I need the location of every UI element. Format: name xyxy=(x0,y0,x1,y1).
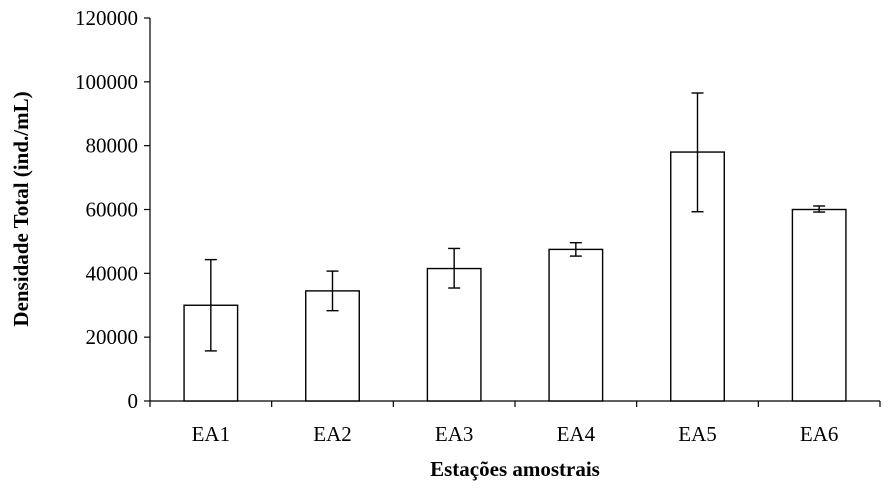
y-tick-label: 60000 xyxy=(86,198,139,222)
y-tick-label: 20000 xyxy=(86,325,139,349)
error-bar-ea5 xyxy=(691,92,704,213)
x-tick-label: EA3 xyxy=(435,422,474,446)
y-tick-label: 100000 xyxy=(75,70,138,94)
x-tick-label: EA2 xyxy=(313,422,352,446)
error-bar-ea2 xyxy=(326,270,339,312)
bar-ea4 xyxy=(548,248,604,402)
x-axis-title: Estações amostrais xyxy=(430,457,600,481)
x-tick-label: EA1 xyxy=(192,422,231,446)
y-tick-labels: 0 20000 40000 60000 80000 100000 120000 xyxy=(75,6,138,413)
bar-ea6 xyxy=(791,208,847,402)
error-bar-ea1 xyxy=(204,258,217,352)
bar-ea1 xyxy=(183,304,239,402)
error-bars xyxy=(204,92,826,352)
axes xyxy=(149,18,880,402)
y-tick-label: 40000 xyxy=(86,261,139,285)
y-axis-title: Densidade Total (ind./mL) xyxy=(9,91,33,326)
bars xyxy=(183,151,847,402)
bar-ea3 xyxy=(426,267,482,402)
x-tick-label: EA5 xyxy=(678,422,717,446)
error-bar-ea3 xyxy=(448,247,461,289)
y-axis-ticks xyxy=(144,17,150,402)
x-tick-label: EA6 xyxy=(800,422,839,446)
y-tick-label: 120000 xyxy=(75,6,138,30)
x-tick-label: EA4 xyxy=(557,422,596,446)
error-bar-ea4 xyxy=(569,241,582,257)
x-tick-labels: EA1 EA2 EA3 EA4 EA5 EA6 xyxy=(192,422,839,446)
y-tick-label: 0 xyxy=(128,389,139,413)
x-axis-ticks xyxy=(149,401,881,407)
y-tick-label: 80000 xyxy=(86,134,139,158)
error-bar-ea6 xyxy=(813,205,826,213)
